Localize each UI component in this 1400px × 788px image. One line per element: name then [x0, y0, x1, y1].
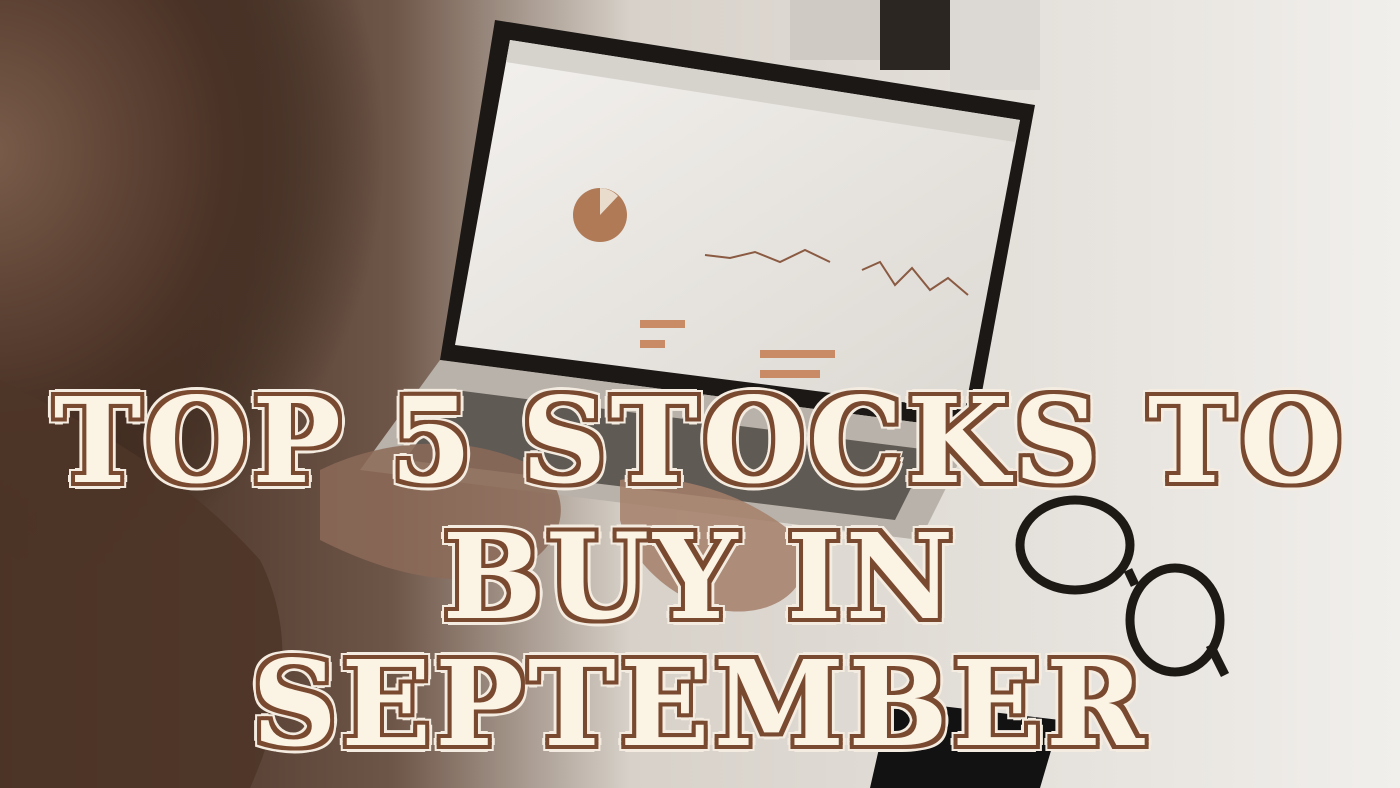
laptop: [360, 20, 1035, 540]
glasses: [1015, 495, 1230, 678]
